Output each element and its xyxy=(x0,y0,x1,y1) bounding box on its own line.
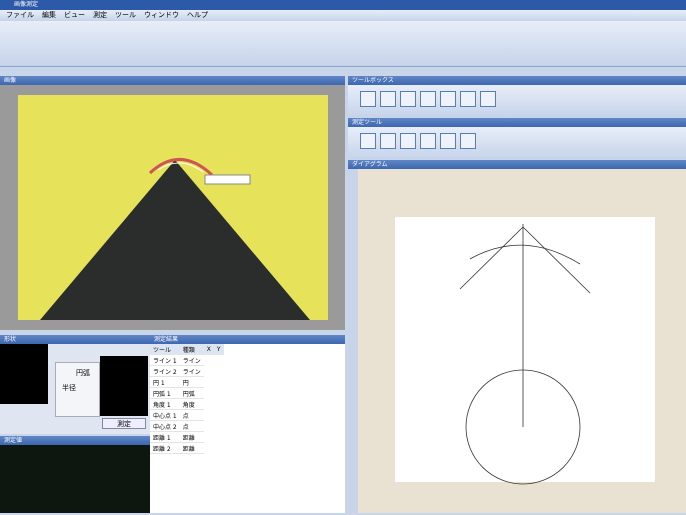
diagram xyxy=(348,169,686,513)
toolbox xyxy=(348,85,686,117)
shape-panel: 円弧 半径 測定 xyxy=(0,344,150,434)
cell: ライン xyxy=(180,366,204,377)
app: 画像測定 ファイル編集ビュー測定ツールウィンドウヘルプ 画像 形状 円弧 半径 … xyxy=(0,0,686,513)
column-header: ツール xyxy=(150,344,180,355)
popup-field: 半径 xyxy=(62,383,76,393)
menu-item[interactable]: ビュー xyxy=(64,11,85,19)
cell: ライン 2 xyxy=(150,366,180,377)
measure-tools xyxy=(348,127,686,159)
value-panel-header: 測定値 xyxy=(0,436,150,445)
cell: 距離 2 xyxy=(150,443,180,454)
image-panel-header: 画像 xyxy=(0,76,345,85)
menu-item[interactable]: 測定 xyxy=(93,11,107,19)
cell: 点 xyxy=(180,421,204,432)
cell: 円弧 1 xyxy=(150,388,180,399)
toolbox-header: ツールボックス xyxy=(348,76,686,85)
cell: 角度 xyxy=(180,399,204,410)
menu-item[interactable]: ウィンドウ xyxy=(144,11,179,19)
toolbar xyxy=(0,21,686,67)
title-bar: 画像測定 xyxy=(0,0,686,10)
camera-image xyxy=(0,85,345,330)
popup-shape: 円弧 xyxy=(76,368,90,378)
cell: 円 1 xyxy=(150,377,180,388)
column-header: 種類 xyxy=(180,344,204,355)
cell: ライン xyxy=(180,355,204,366)
measure-button[interactable]: 測定 xyxy=(102,418,146,429)
image-view xyxy=(0,85,345,330)
shape-panel-header: 形状 xyxy=(0,335,150,344)
diagram-header: ダイアグラム xyxy=(348,160,686,169)
cell: ライン 1 xyxy=(150,355,180,366)
value-panel xyxy=(0,445,150,513)
menu-bar: ファイル編集ビュー測定ツールウィンドウヘルプ xyxy=(0,10,686,21)
column-header: Y xyxy=(214,344,224,355)
menu-item[interactable]: ヘルプ xyxy=(187,11,208,19)
cell: 円 xyxy=(180,377,204,388)
cell: 距離 xyxy=(180,443,204,454)
menu-item[interactable]: ファイル xyxy=(6,11,34,19)
cell: 距離 xyxy=(180,432,204,443)
cell: 距離 1 xyxy=(150,432,180,443)
results-panel-header: 測定結果 xyxy=(150,335,345,344)
column-header: X xyxy=(204,344,214,355)
diagram-area xyxy=(348,169,686,513)
cell: 角度 1 xyxy=(150,399,180,410)
cell: 中心点 2 xyxy=(150,421,180,432)
measure-tools-header: 測定ツール xyxy=(348,118,686,127)
menu-item[interactable]: 編集 xyxy=(42,11,56,19)
cell: 中心点 1 xyxy=(150,410,180,421)
cell: 円弧 xyxy=(180,388,204,399)
cell: 点 xyxy=(180,410,204,421)
menu-item[interactable]: ツール xyxy=(115,11,136,19)
